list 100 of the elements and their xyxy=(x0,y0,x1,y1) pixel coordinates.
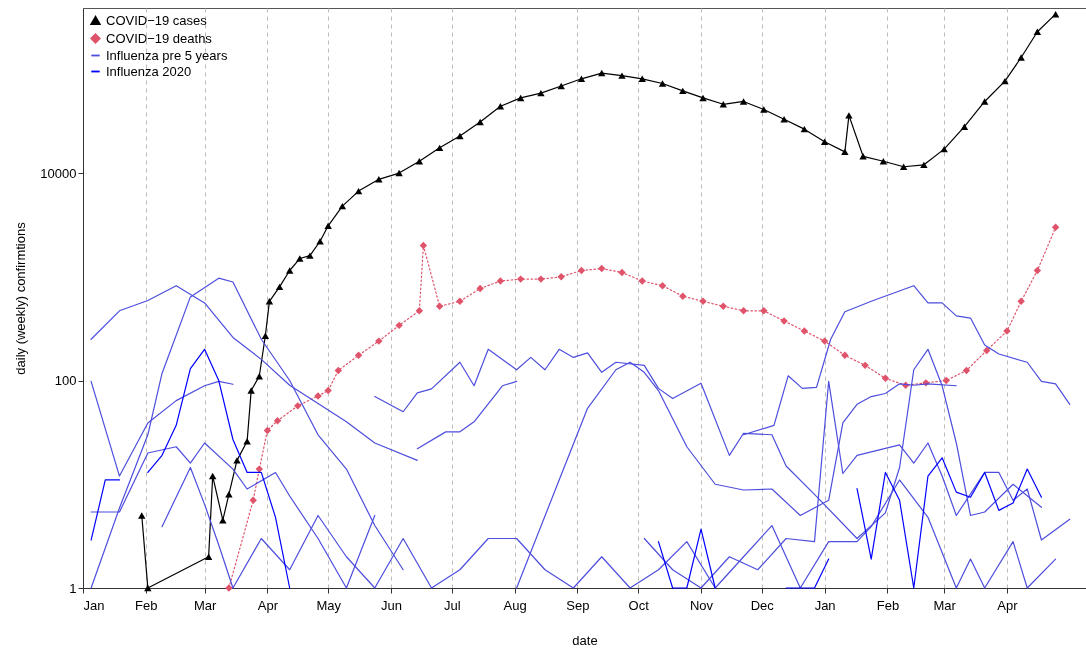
point xyxy=(658,80,667,87)
point xyxy=(516,94,525,102)
point xyxy=(942,376,950,385)
point xyxy=(881,374,890,383)
point xyxy=(845,112,853,119)
point xyxy=(415,307,424,315)
point xyxy=(1033,266,1042,275)
point xyxy=(861,361,869,370)
point xyxy=(204,553,213,560)
point xyxy=(618,268,626,277)
point xyxy=(699,297,707,306)
legend-label: COVID−19 deaths xyxy=(106,30,213,46)
point xyxy=(658,282,667,290)
point xyxy=(419,241,428,250)
point xyxy=(899,163,908,170)
legend-label: Influenza 2020 xyxy=(106,63,192,79)
x-tick-label: Apr xyxy=(257,597,279,613)
point xyxy=(275,283,284,291)
point xyxy=(841,148,849,156)
point xyxy=(476,284,484,293)
x-tick-label: Aug xyxy=(503,597,527,613)
point xyxy=(719,101,728,108)
point xyxy=(273,416,282,425)
point xyxy=(456,132,464,140)
point xyxy=(476,118,484,126)
point xyxy=(557,273,565,281)
point xyxy=(144,584,152,592)
point xyxy=(638,75,646,83)
legend-label: Influenza pre 5 years xyxy=(106,47,228,63)
point xyxy=(294,402,302,410)
x-tick-label: Nov xyxy=(689,597,714,613)
x-tick-label: Mar xyxy=(933,597,957,613)
point xyxy=(980,98,989,105)
x-tick-label: Mar xyxy=(193,597,217,613)
x-tick-label: Jan xyxy=(83,597,105,613)
point xyxy=(516,275,525,283)
point xyxy=(233,457,241,464)
point xyxy=(679,87,687,95)
point xyxy=(334,366,343,375)
point xyxy=(577,75,586,83)
point xyxy=(496,277,505,285)
point xyxy=(324,222,332,230)
point xyxy=(247,387,255,394)
point xyxy=(962,366,971,375)
x-tick-label: Apr xyxy=(997,597,1019,613)
x-tick-label: Jan xyxy=(814,597,836,613)
point xyxy=(225,491,233,498)
y-tick-label: 100 xyxy=(54,373,77,389)
point xyxy=(435,144,444,152)
point xyxy=(800,125,809,133)
point xyxy=(739,307,748,315)
point xyxy=(338,202,347,210)
point xyxy=(208,472,217,480)
point xyxy=(265,298,274,305)
point xyxy=(598,69,606,77)
point xyxy=(618,72,626,79)
point xyxy=(1017,54,1025,61)
point xyxy=(841,351,849,360)
point xyxy=(760,106,768,113)
point xyxy=(983,346,991,355)
legend-label: COVID−19 cases xyxy=(106,12,208,28)
point xyxy=(415,158,424,165)
x-tick-label: Sep xyxy=(566,597,590,613)
point xyxy=(960,123,969,130)
x-tick-label: Feb xyxy=(876,597,900,613)
x-tick-label: May xyxy=(316,597,342,613)
point xyxy=(296,255,304,262)
point xyxy=(920,161,928,169)
x-tick-label: Oct xyxy=(628,597,650,613)
point xyxy=(820,337,829,345)
point xyxy=(375,176,383,183)
point xyxy=(859,153,867,160)
point xyxy=(138,512,146,519)
x-tick-label: Dec xyxy=(750,597,775,613)
point xyxy=(1033,28,1042,35)
point xyxy=(496,103,505,110)
point xyxy=(395,321,403,330)
point xyxy=(354,187,363,195)
point xyxy=(699,94,707,102)
y-axis-title: daily (weekly) confirmtions xyxy=(13,221,29,375)
x-axis-title: date xyxy=(572,632,598,648)
point xyxy=(760,307,768,315)
point xyxy=(577,266,586,275)
x-tick-label: Feb xyxy=(135,597,158,613)
point xyxy=(263,426,272,435)
point xyxy=(557,82,565,90)
point xyxy=(261,332,270,339)
point xyxy=(249,496,257,505)
point xyxy=(306,252,314,259)
point xyxy=(820,138,829,146)
point xyxy=(435,302,444,310)
point xyxy=(598,264,606,273)
point xyxy=(679,292,687,300)
point xyxy=(1017,297,1025,306)
point xyxy=(1051,223,1060,231)
x-tick-label: Jun xyxy=(381,597,402,613)
point xyxy=(285,267,294,274)
point xyxy=(255,465,263,473)
y-tick-label: 10000 xyxy=(40,165,77,181)
y-tick-label: 1 xyxy=(69,580,77,596)
